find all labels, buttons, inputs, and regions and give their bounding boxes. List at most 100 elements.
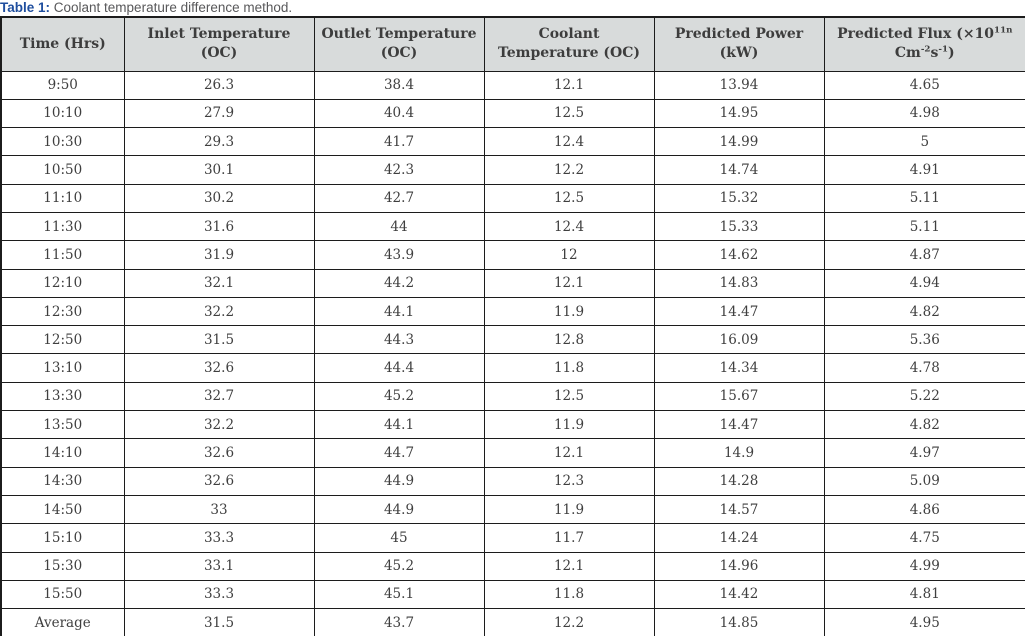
table-cell: 9:50	[0, 70, 125, 100]
table-cell: 44.4	[313, 353, 485, 383]
table-cell: 13:30	[0, 381, 125, 412]
flux-header-unit-s: s	[930, 45, 939, 62]
table-cell: 26.3	[123, 70, 315, 100]
table-row: 12:10 32.1 44.2 12.1 14.83 4.94	[0, 268, 1025, 298]
table-cell: 32.6	[123, 466, 315, 496]
table-cell: 12.3	[483, 466, 655, 496]
table-cell: 14.95	[653, 98, 825, 129]
header-predicted-power: Predicted Power (kW)	[653, 16, 825, 72]
table-cell: 4.99	[823, 551, 1025, 581]
header-inlet-temperature: Inlet Temperature (OC)	[123, 16, 315, 72]
table-cell: 14.57	[653, 494, 825, 525]
table-cell: 43.9	[313, 240, 485, 270]
table-cell: 14.85	[653, 608, 825, 636]
table-cell: 12:50	[0, 325, 125, 355]
table-row: 10:10 27.9 40.4 12.5 14.95 4.98	[0, 98, 1025, 129]
table-cell: 14:50	[0, 494, 125, 525]
table-cell: 14.96	[653, 551, 825, 581]
table-cell: 15:10	[0, 523, 125, 553]
table-cell: 5.09	[823, 466, 1025, 496]
table-cell: 14.34	[653, 353, 825, 383]
table-cell: 12.1	[483, 551, 655, 581]
table-cell: 32.6	[123, 438, 315, 468]
table-cell: 32.7	[123, 381, 315, 412]
table-cell: 14:10	[0, 438, 125, 468]
table-row: 14:50 33 44.9 11.9 14.57 4.86	[0, 494, 1025, 525]
table-cell: 12.8	[483, 325, 655, 355]
table-cell: 4.86	[823, 494, 1025, 525]
table-cell: 12	[483, 240, 655, 270]
table-cell: 12:10	[0, 268, 125, 298]
table-cell: 11:30	[0, 211, 125, 242]
flux-header-unit-cm: Cm	[894, 45, 921, 62]
table-cell: 44.1	[313, 296, 485, 327]
table-caption-label: Table 1:	[0, 0, 51, 15]
table-row: 15:10 33.3 45 11.7 14.24 4.75	[0, 523, 1025, 553]
table-cell: 31.9	[123, 240, 315, 270]
table-cell: 12.4	[483, 211, 655, 242]
table-cell: 44.7	[313, 438, 485, 468]
table-cell: 5.36	[823, 325, 1025, 355]
table-cell: 4.95	[823, 608, 1025, 636]
table-cell: 4.82	[823, 296, 1025, 327]
table-cell: 11:50	[0, 240, 125, 270]
flux-header-suffix: )	[948, 45, 955, 62]
table-row: 12:30 32.2 44.1 11.9 14.47 4.82	[0, 296, 1025, 327]
table-cell: 44.1	[313, 410, 485, 440]
table-cell: 14.9	[653, 438, 825, 468]
table-cell: 12.1	[483, 268, 655, 298]
table-cell: 33	[123, 494, 315, 525]
table-cell: 4.98	[823, 98, 1025, 129]
table-cell: 11:10	[0, 183, 125, 213]
table-cell: 42.3	[313, 155, 485, 185]
table-cell: 42.7	[313, 183, 485, 213]
table-row: 10:30 29.3 41.7 12.4 14.99 5	[0, 127, 1025, 157]
header-coolant-temperature: Coolant Temperature (OC)	[483, 16, 655, 72]
table-cell: 4.78	[823, 353, 1025, 383]
table-row: 14:30 32.6 44.9 12.3 14.28 5.09	[0, 466, 1025, 496]
table-cell: 44.3	[313, 325, 485, 355]
table-cell: 4.87	[823, 240, 1025, 270]
table-row: 13:10 32.6 44.4 11.8 14.34 4.78	[0, 353, 1025, 383]
table-cell: 29.3	[123, 127, 315, 157]
table-row: 15:30 33.1 45.2 12.1 14.96 4.99	[0, 551, 1025, 581]
flux-header-exponent-s: -1	[938, 44, 948, 55]
table-cell: 27.9	[123, 98, 315, 129]
table-cell: 14.62	[653, 240, 825, 270]
table-cell: 13:50	[0, 410, 125, 440]
table-cell: 15.32	[653, 183, 825, 213]
table-cell: 5	[823, 127, 1025, 157]
table-row: 11:10 30.2 42.7 12.5 15.32 5.11	[0, 183, 1025, 213]
flux-header-exponent-cm: -2	[920, 44, 931, 55]
table-cell: 14.47	[653, 410, 825, 440]
table-cell: 4.91	[823, 155, 1025, 185]
table-cell: 15:50	[0, 579, 125, 610]
table-cell: 30.2	[123, 183, 315, 213]
header-time: Time (Hrs)	[0, 16, 125, 72]
table-cell: 32.2	[123, 296, 315, 327]
table-row: 13:30 32.7 45.2 12.5 15.67 5.22	[0, 381, 1025, 412]
table-cell: 41.7	[313, 127, 485, 157]
header-row: Time (Hrs) Inlet Temperature (OC) Outlet…	[0, 16, 1025, 72]
table-cell: 14.83	[653, 268, 825, 298]
table-cell: 12.1	[483, 70, 655, 100]
flux-header-exponent: 11n	[994, 25, 1013, 36]
header-predicted-flux: Predicted Flux (×1011n Cm-2s-1)	[823, 16, 1025, 72]
table-cell: 11.8	[483, 353, 655, 383]
table-cell: 31.6	[123, 211, 315, 242]
table-cell: 5.11	[823, 183, 1025, 213]
table-cell: 14.28	[653, 466, 825, 496]
table-cell: 44.2	[313, 268, 485, 298]
table-cell: 12.4	[483, 127, 655, 157]
table-cell: 4.65	[823, 70, 1025, 100]
table-cell: 33.1	[123, 551, 315, 581]
table-cell: Average	[0, 608, 125, 636]
table-cell: 10:30	[0, 127, 125, 157]
table-body: 9:50 26.3 38.4 12.1 13.94 4.65 10:10 27.9 40.4 12…	[0, 70, 1025, 636]
table-cell: 14.24	[653, 523, 825, 553]
table-cell: 30.1	[123, 155, 315, 185]
table-cell: 12:30	[0, 296, 125, 327]
header-outlet-temperature: Outlet Temperature (OC)	[313, 16, 485, 72]
table-cell: 32.2	[123, 410, 315, 440]
